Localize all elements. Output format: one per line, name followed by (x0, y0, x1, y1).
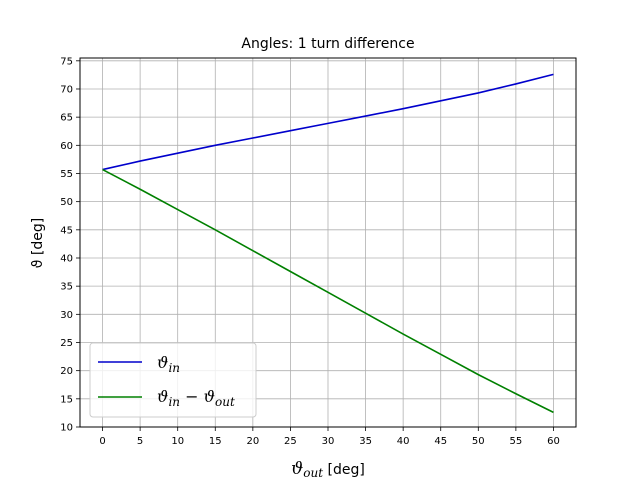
x-tick-label: 60 (547, 436, 560, 447)
y-tick-label: 55 (60, 169, 73, 180)
y-tick-label: 40 (60, 253, 73, 264)
x-axis-label-symbol: ϑ (291, 459, 303, 479)
y-tick-label: 75 (60, 56, 73, 67)
x-tick-label: 30 (322, 436, 335, 447)
legend-label-theta-in: ϑin (157, 353, 180, 375)
x-tick-label: 55 (510, 436, 523, 447)
ticks: 0 5 10 15 20 25 30 35 40 45 50 55 60 10 15 20 25 30 35 40 45… (60, 56, 560, 447)
series-line-1 (102, 168, 554, 414)
legend: ϑin ϑin − ϑout (89, 342, 257, 418)
y-tick-label: 20 (60, 366, 73, 377)
y-tick-label: 15 (60, 394, 73, 405)
y-tick-label: 45 (60, 225, 73, 236)
x-tick-label: 15 (209, 436, 222, 447)
y-tick-label: 65 (60, 113, 73, 124)
y-tick-label: 60 (60, 141, 73, 152)
y-tick-label: 70 (60, 84, 73, 95)
series-line-0 (102, 73, 554, 171)
x-tick-label: 50 (472, 436, 485, 447)
x-tick-label: 45 (434, 436, 447, 447)
x-tick-label: 25 (284, 436, 297, 447)
x-axis-label-unit: [deg] (323, 462, 365, 478)
x-tick-label: 35 (359, 436, 372, 447)
plot-area (102, 73, 554, 414)
y-axis-label: ϑ [deg] (30, 218, 46, 268)
y-tick-label: 50 (60, 197, 73, 208)
x-tick-label: 20 (246, 436, 259, 447)
y-tick-label: 10 (60, 423, 73, 434)
x-tick-label: 0 (99, 436, 105, 447)
x-axis-label-subscript: out (303, 466, 323, 480)
chart-title: Angles: 1 turn difference (241, 36, 414, 52)
x-tick-label: 5 (137, 436, 143, 447)
legend-label-theta-diff: ϑin − ϑout (157, 387, 235, 409)
x-tick-label: 10 (171, 436, 184, 447)
y-tick-label: 35 (60, 282, 73, 293)
y-tick-label: 25 (60, 338, 73, 349)
x-axis-label: ϑout [deg] (291, 459, 365, 480)
x-tick-label: 40 (397, 436, 410, 447)
y-tick-label: 30 (60, 310, 73, 321)
